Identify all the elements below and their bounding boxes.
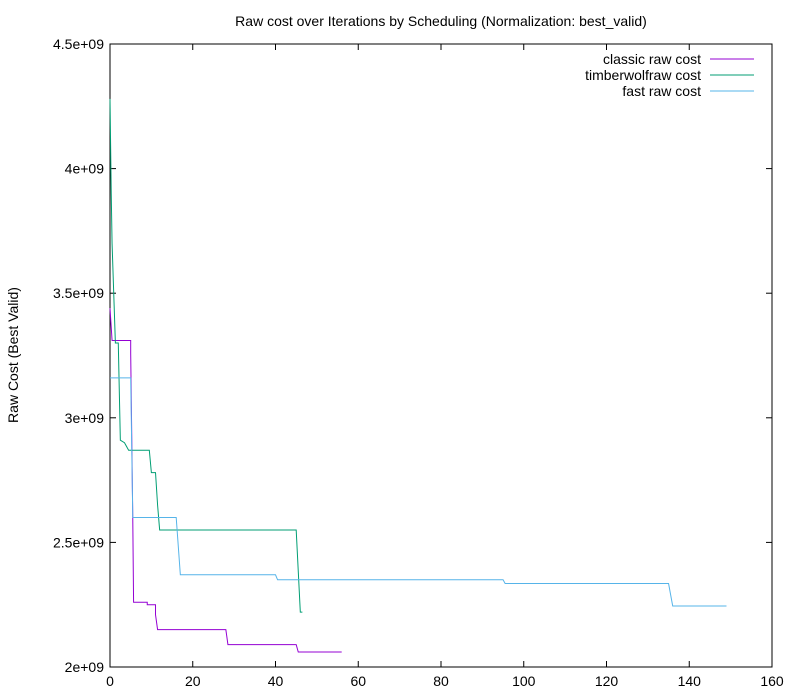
x-tick-label: 20 bbox=[185, 673, 201, 689]
axis-ticks: 0 20 40 60 80 100 120 140 160 2e+09 2.5e+09 3e+09 3.… bbox=[53, 36, 784, 689]
series-lines bbox=[109, 98, 727, 653]
legend-label-0: classic raw cost bbox=[603, 51, 701, 67]
x-tick-label: 120 bbox=[595, 673, 619, 689]
series-line-2 bbox=[110, 377, 727, 607]
x-tick-label: 80 bbox=[433, 673, 449, 689]
x-tick-label: 100 bbox=[512, 673, 536, 689]
y-tick-label: 4.5e+09 bbox=[53, 36, 104, 52]
y-tick-label: 2.5e+09 bbox=[53, 534, 104, 550]
y-tick-label: 4e+09 bbox=[65, 161, 105, 177]
x-tick-label: 40 bbox=[268, 673, 284, 689]
x-tick-label: 0 bbox=[106, 673, 114, 689]
series-line-0 bbox=[109, 308, 342, 653]
x-tick-label: 160 bbox=[760, 673, 784, 689]
x-tick-label: 60 bbox=[350, 673, 366, 689]
y-axis-label: Raw Cost (Best Valid) bbox=[5, 287, 21, 423]
legend-label-2: fast raw cost bbox=[622, 83, 701, 99]
y-tick-label: 3e+09 bbox=[65, 410, 105, 426]
x-tick-label: 140 bbox=[678, 673, 702, 689]
plot-area-frame bbox=[109, 43, 773, 668]
chart-title: Raw cost over Iterations by Scheduling (… bbox=[235, 13, 647, 29]
y-tick-label: 2e+09 bbox=[65, 659, 105, 675]
legend-label-1: timberwolfraw cost bbox=[585, 67, 701, 83]
series-line-1 bbox=[109, 98, 303, 613]
y-tick-label: 3.5e+09 bbox=[53, 285, 104, 301]
